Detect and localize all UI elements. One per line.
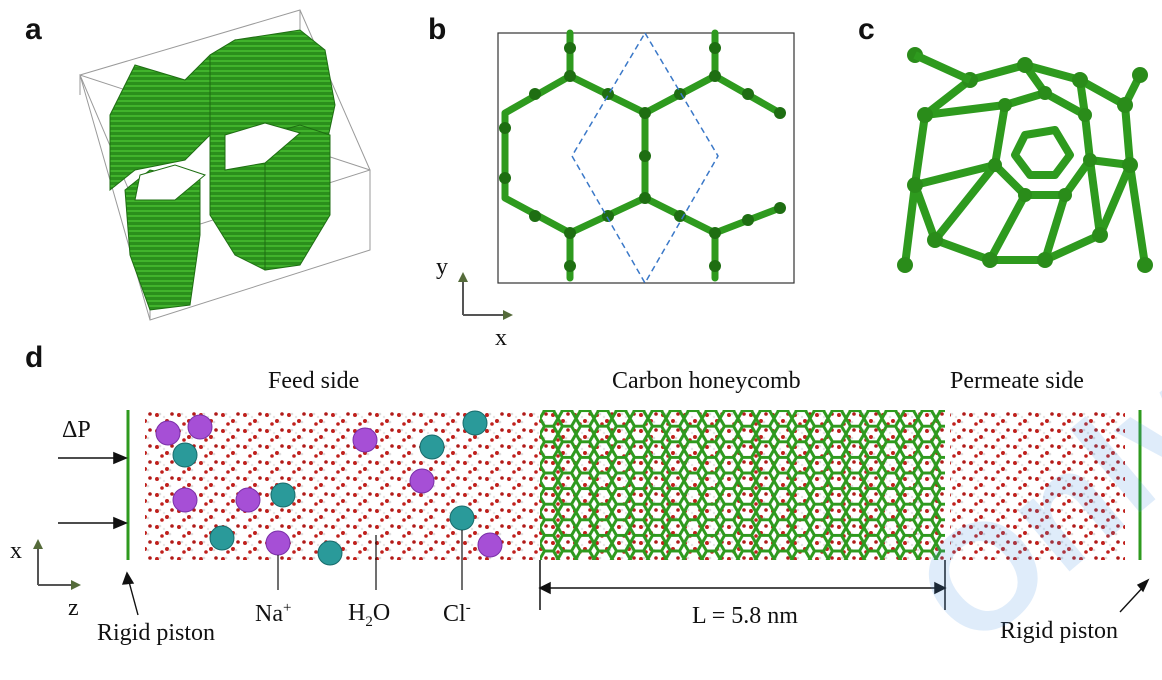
feed-side-label: Feed side	[268, 368, 360, 394]
water-h: H	[348, 600, 366, 626]
panel-b-axis-y-label: y	[436, 254, 448, 280]
panel-d-axis-z-label: z	[68, 595, 79, 621]
chloride-charge: -	[465, 600, 471, 616]
panel-d-axis-x-label: x	[10, 538, 22, 564]
panel-d-axis-arrows	[33, 539, 81, 590]
rigid-piston-right-label: Rigid piston	[1000, 618, 1119, 644]
permeate-water-region	[950, 410, 1125, 560]
panel-b-axis-arrows	[458, 272, 513, 320]
sodium-charge: +	[282, 600, 292, 616]
panel-a-honeycomb-3d	[79, 9, 371, 321]
delta-p-label: ΔP	[62, 417, 91, 443]
sodium-ions	[155, 414, 503, 558]
simulation-box	[497, 32, 795, 284]
piston-pointer-arrows	[121, 571, 1150, 616]
carbon-honeycomb-label: Carbon honeycomb	[612, 368, 801, 394]
rigid-piston-left-label: Rigid piston	[97, 620, 216, 646]
panel-label-a: a	[25, 13, 42, 46]
chloride-label: Cl-	[443, 595, 471, 627]
pore-opening	[134, 164, 207, 201]
panel-label-c: c	[858, 13, 875, 46]
sodium-label: Na+	[255, 595, 291, 627]
water-o: O	[372, 600, 391, 626]
pore-opening	[224, 122, 302, 171]
permeate-side-label: Permeate side	[950, 368, 1084, 394]
panel-b-axis-x-label: x	[495, 325, 507, 351]
panel-label-b: b	[428, 13, 447, 46]
panel-label-d: d	[25, 341, 44, 374]
chloride-ions	[172, 410, 488, 566]
unit-cell-outline	[571, 31, 719, 285]
water-label: H2O	[348, 600, 390, 635]
sodium-symbol: Na	[255, 601, 283, 627]
water-subscript: 2	[365, 613, 373, 630]
panel-b-honeycomb-2d	[497, 29, 795, 285]
membrane-length-label: L = 5.8 nm	[692, 603, 798, 629]
panel-d-simulation-system	[58, 410, 1142, 610]
chloride-symbol: Cl	[443, 601, 466, 627]
panel-c-junction-model	[897, 47, 1153, 273]
